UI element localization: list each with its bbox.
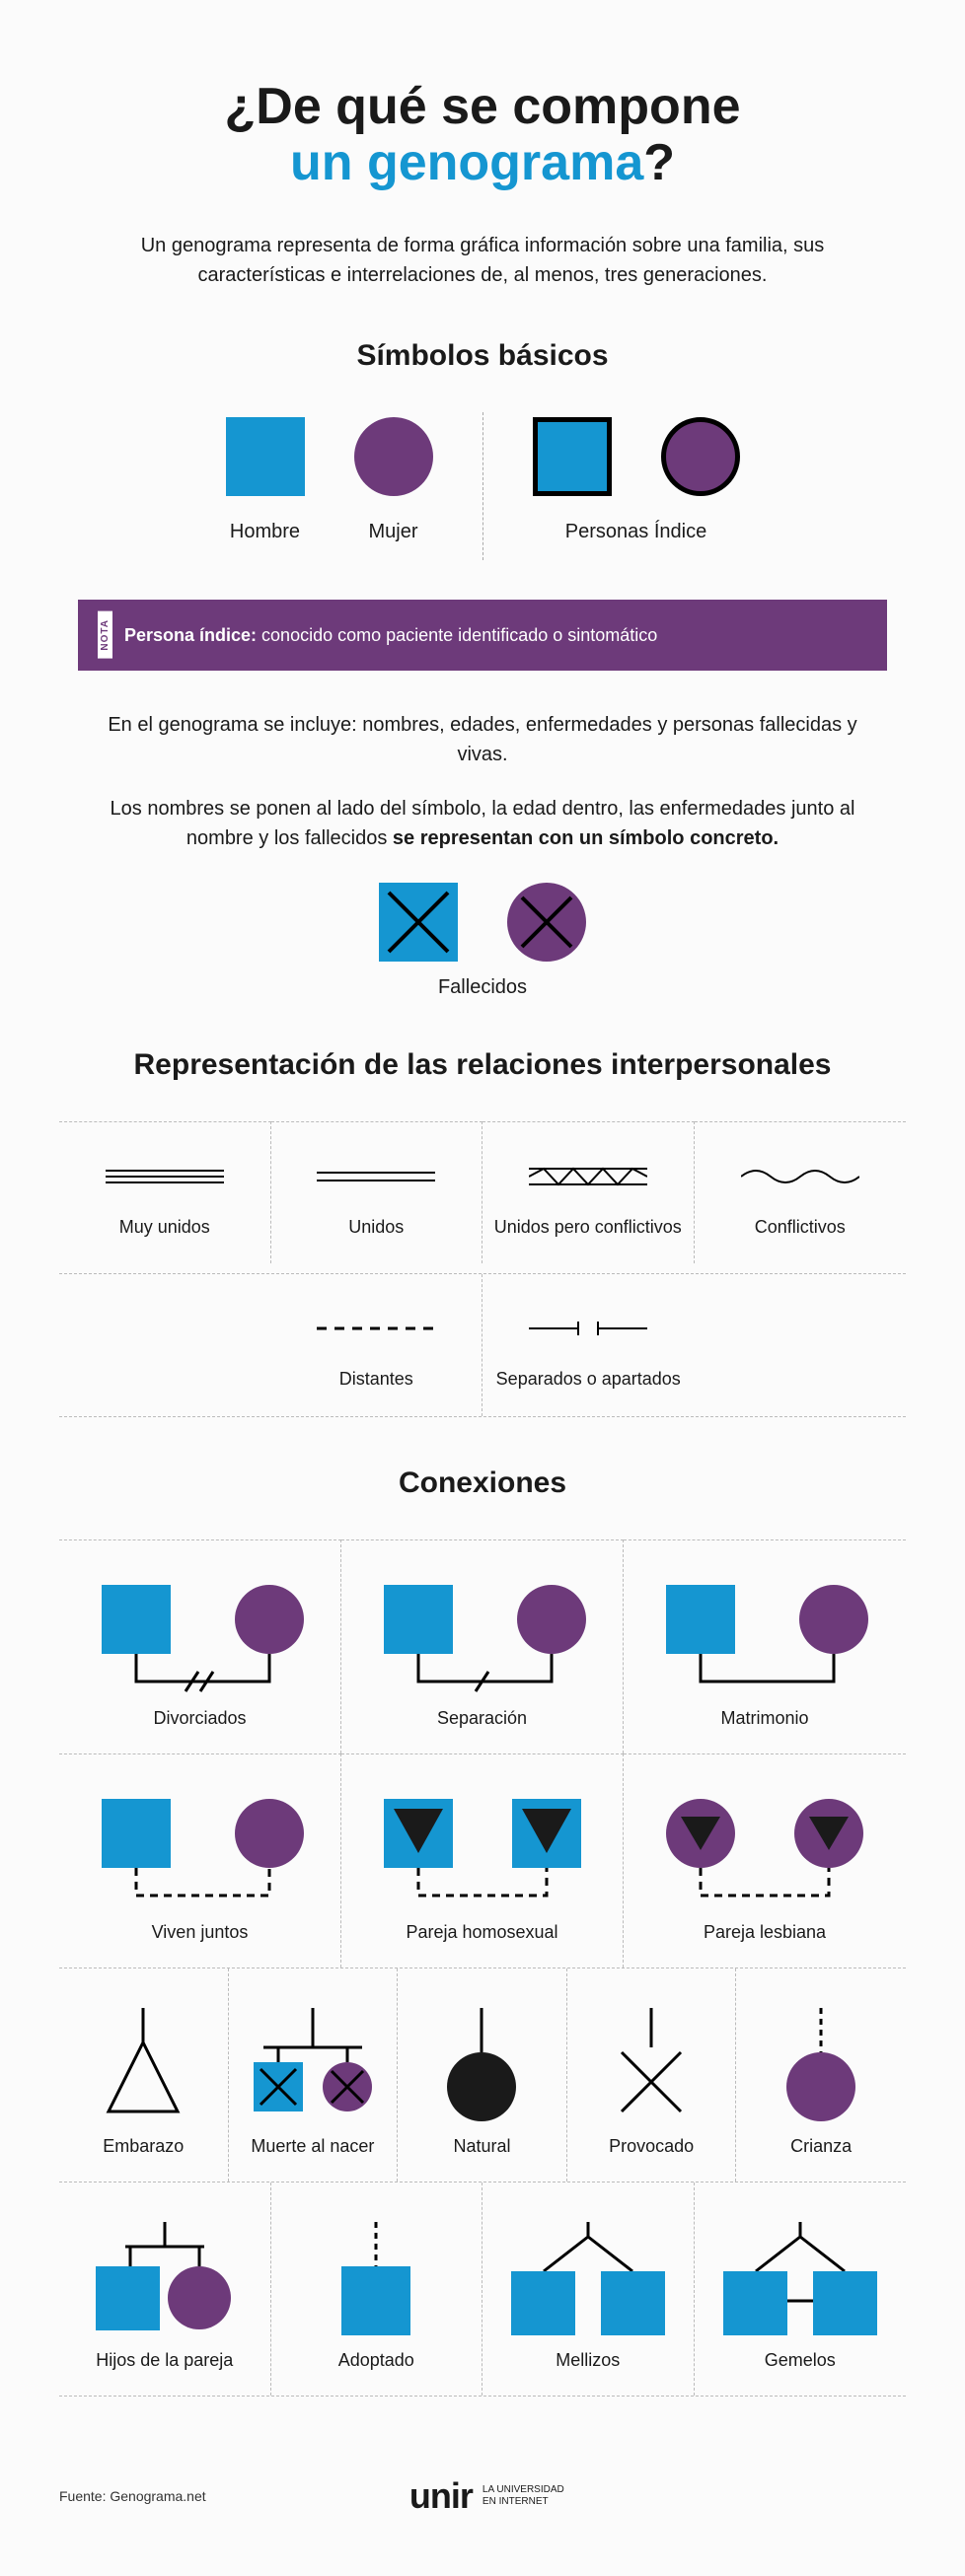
conn-cohabit: Viven juntos (59, 1753, 341, 1968)
relation-distant: Distantes (271, 1274, 483, 1415)
conn-fraternal: Mellizos (482, 2182, 695, 2396)
deceased-male-icon (379, 883, 458, 962)
conn-gay: Pareja homosexual (341, 1753, 624, 1968)
conn-pregnancy: Embarazo (59, 1968, 229, 2182)
conn-children: Hijos de la pareja (59, 2182, 271, 2396)
symbol-male: Hombre (226, 412, 305, 543)
conn-married: Matrimonio (624, 1539, 906, 1753)
deceased-symbols (59, 883, 906, 962)
relation-close: Unidos (271, 1121, 483, 1263)
section-connections: Conexiones (59, 1467, 906, 1500)
conn-natural: Natural (398, 1968, 567, 2182)
relation-conflict: Conflictivos (695, 1121, 907, 1263)
conn-lesbian: Pareja lesbiana (624, 1753, 906, 1968)
relation-close-conflict: Unidos pero conflictivos (482, 1121, 695, 1263)
page-title: ¿De qué se compone un genograma? (59, 79, 906, 191)
logo: unir LA UNIVERSIDADEN INTERNET (409, 2475, 564, 2517)
para-includes: En el genograma se incluye: nombres, eda… (59, 710, 906, 769)
note-bar: NOTA Persona índice: conocido como pacie… (78, 600, 887, 671)
conn-divorced: Divorciados (59, 1539, 341, 1753)
conn-foster: Crianza (736, 1968, 906, 2182)
relations-grid-row2: Distantes Separados o apartados (59, 1273, 906, 1416)
footer: Fuente: Genograma.net unir LA UNIVERSIDA… (59, 2456, 906, 2537)
note-tag: NOTA (98, 611, 112, 659)
section-relations: Representación de las relaciones interpe… (59, 1048, 906, 1082)
section-basic-symbols: Símbolos básicos (59, 339, 906, 373)
relation-very-close: Muy unidos (59, 1121, 271, 1263)
deceased-label: Fallecidos (59, 976, 906, 999)
basic-symbols-row: Hombre Mujer Personas Índice (59, 412, 906, 560)
relations-grid-row1: Muy unidos Unidos Unidos pero conflictiv… (59, 1121, 906, 1263)
source-text: Fuente: Genograma.net (59, 2488, 206, 2504)
conn-stillbirth: Muerte al nacer (229, 1968, 399, 2182)
conn-identical: Gemelos (695, 2182, 907, 2396)
title-line1: ¿De qué se compone (225, 78, 741, 135)
symbol-index-female: Personas Índice (661, 412, 740, 543)
symbol-female: Mujer (354, 412, 433, 543)
connections-row4: Hijos de la pareja Adoptado Mellizos (59, 2182, 906, 2397)
relation-separated: Separados o apartados (482, 1274, 695, 1415)
conn-provoked: Provocado (567, 1968, 737, 2182)
conn-separated: Separación (341, 1539, 624, 1753)
intro-text: Un genograma representa de forma gráfica… (59, 231, 906, 290)
connections-row1-2: Divorciados Separación Matrimonio (59, 1539, 906, 1968)
conn-adopted: Adoptado (271, 2182, 483, 2396)
para-names: Los nombres se ponen al lado del símbolo… (59, 794, 906, 853)
deceased-female-icon (507, 883, 586, 962)
connections-row3: Embarazo Muerte al nacer Natural (59, 1968, 906, 2182)
title-highlight: un genograma (290, 134, 643, 191)
